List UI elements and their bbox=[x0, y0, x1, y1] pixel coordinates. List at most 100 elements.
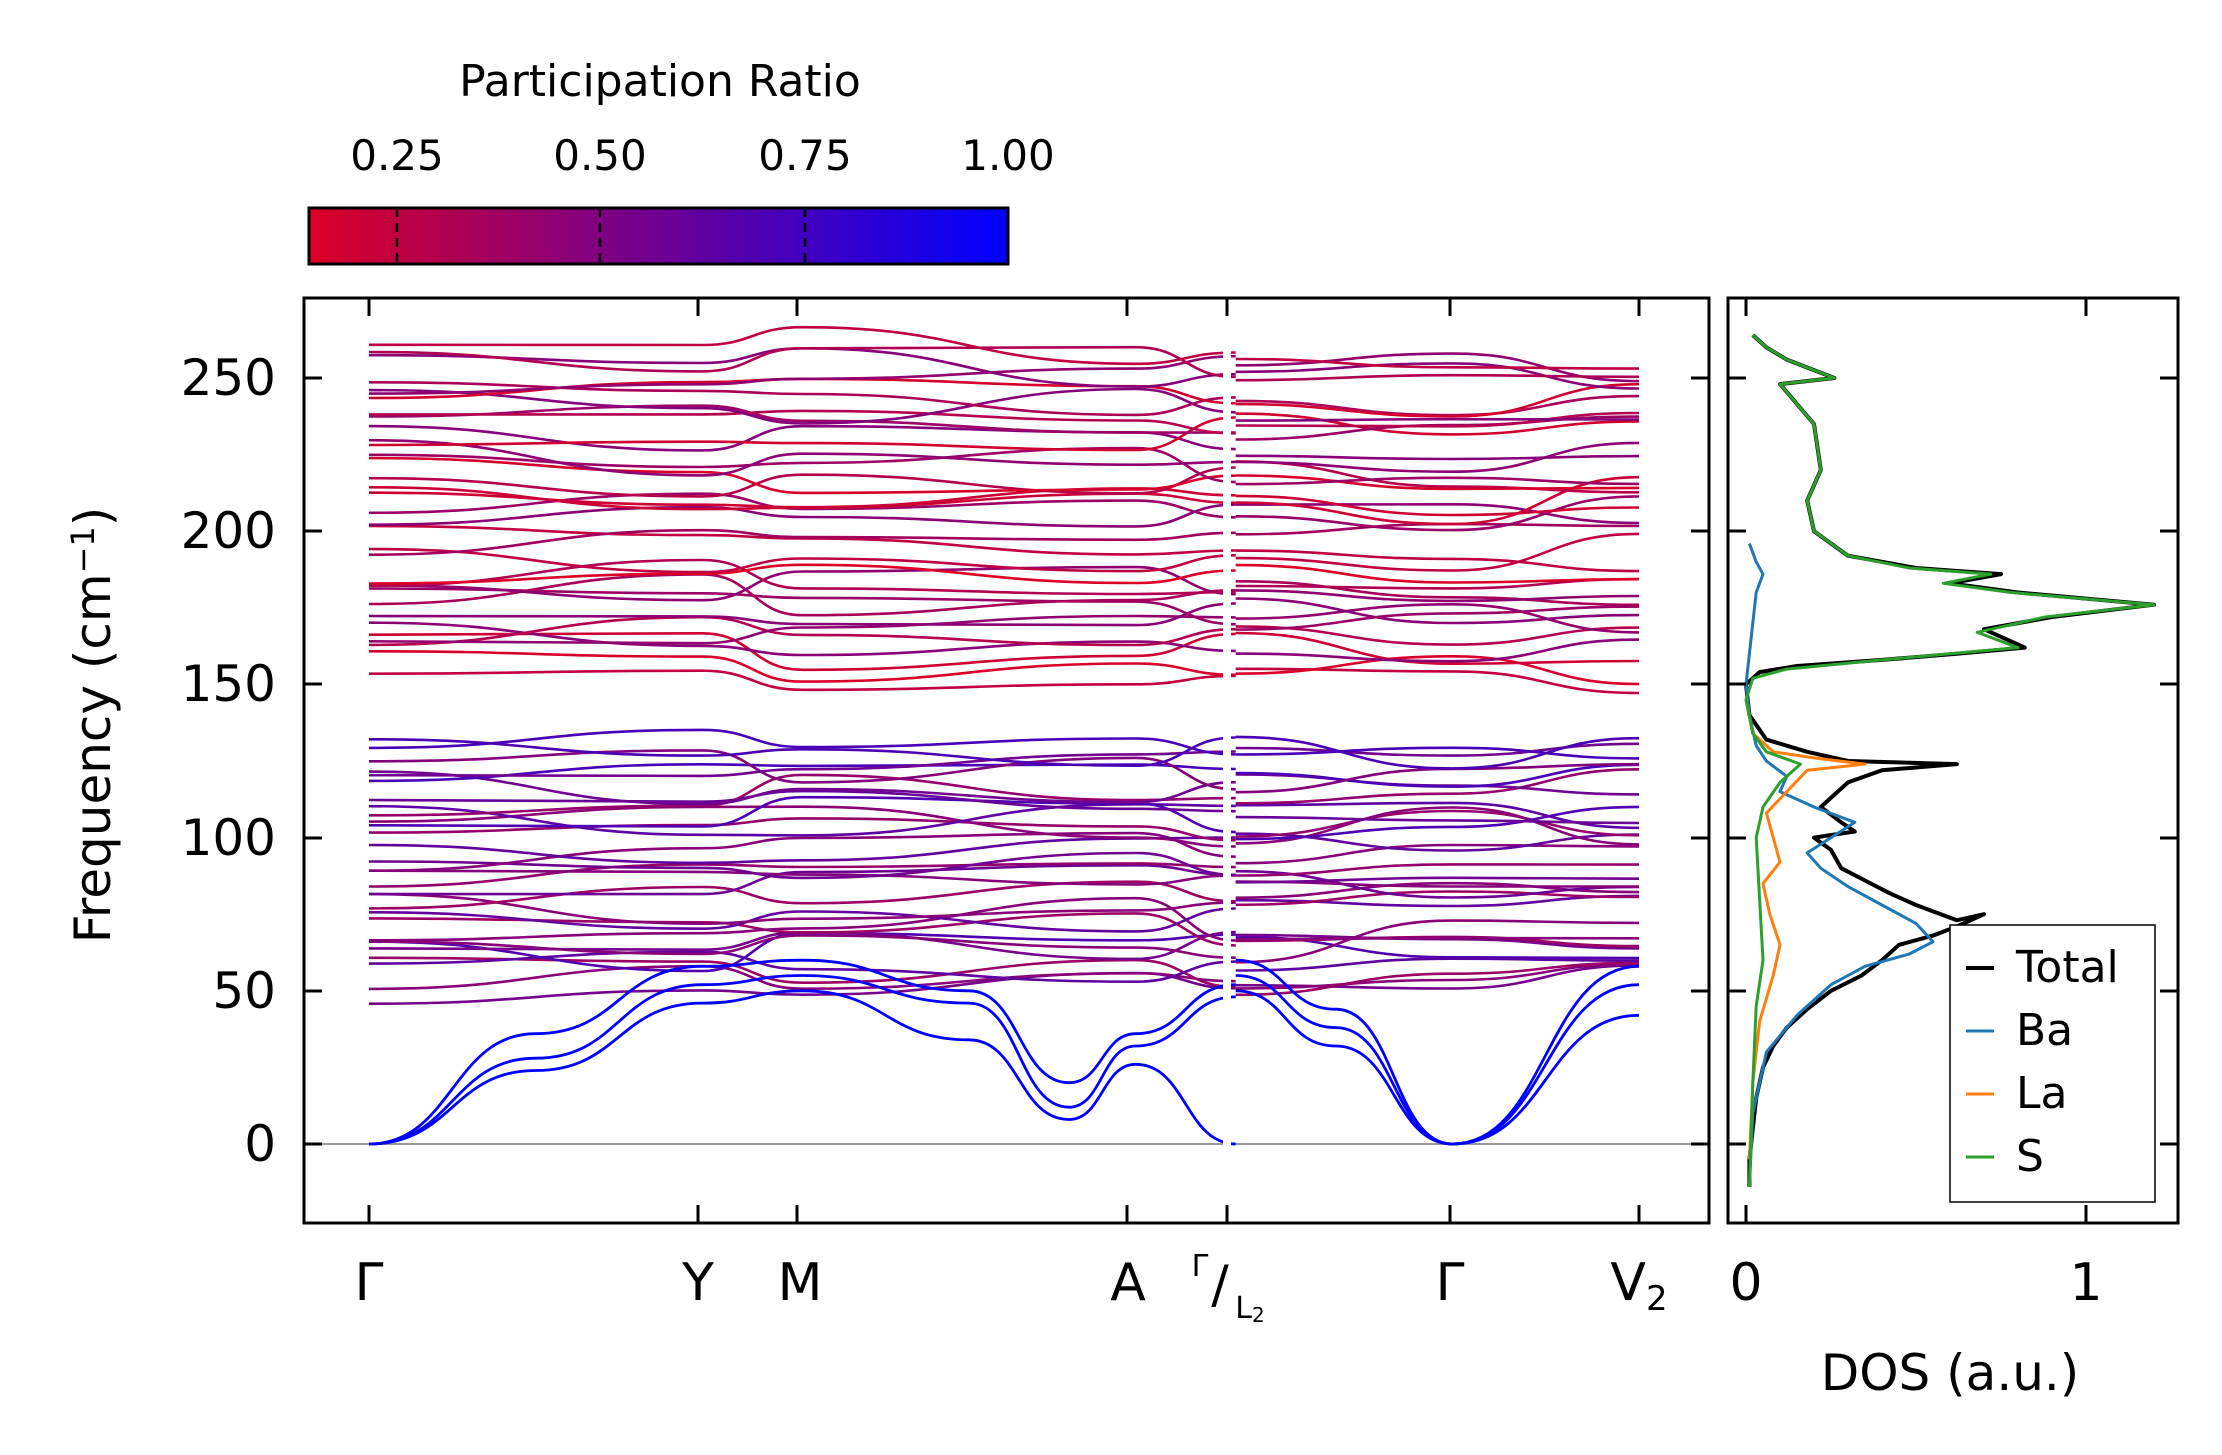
colorbar-tick-label: 0.25 bbox=[350, 131, 444, 180]
y-tick-label: 0 bbox=[244, 1115, 276, 1173]
legend-label-ba: Ba bbox=[2016, 1005, 2073, 1056]
optical-band bbox=[368, 565, 1236, 602]
optical-band bbox=[368, 587, 1236, 626]
optical-band bbox=[1235, 919, 1640, 964]
optical-band bbox=[368, 602, 1236, 627]
optical-band bbox=[368, 964, 1236, 991]
optical-band bbox=[368, 573, 1236, 617]
optical-band bbox=[1235, 589, 1640, 603]
optical-band bbox=[1235, 549, 1640, 573]
optical-band bbox=[1235, 773, 1640, 796]
optical-band bbox=[368, 404, 1236, 434]
optical-band bbox=[368, 424, 1236, 452]
dos-y-ticks bbox=[1728, 376, 2178, 1146]
y-tick-label: 150 bbox=[181, 655, 276, 713]
x-tick-label: M bbox=[778, 1253, 823, 1313]
optical-band bbox=[368, 631, 1236, 672]
optical-band bbox=[1235, 357, 1640, 370]
optical-band bbox=[1235, 654, 1640, 686]
optical-band bbox=[1235, 382, 1640, 418]
optical-band bbox=[1235, 476, 1640, 486]
dos-panel: 0 1 DOS (a.u.) Total Ba La S bbox=[1726, 296, 2180, 1402]
x-tick-label: A bbox=[1110, 1253, 1146, 1313]
optical-band bbox=[1235, 809, 1640, 838]
optical-band bbox=[368, 892, 1236, 926]
legend-label-la: La bbox=[2016, 1068, 2067, 1119]
optical-band bbox=[1235, 936, 1640, 941]
x-tick-label-break-bottom: L2 bbox=[1235, 1291, 1264, 1327]
y-tick-label: 50 bbox=[212, 962, 276, 1020]
optical-band bbox=[1235, 962, 1640, 990]
optical-band bbox=[1235, 495, 1640, 532]
optical-band bbox=[368, 650, 1236, 683]
optical-band bbox=[368, 750, 1236, 778]
dos-series-la bbox=[1744, 699, 1867, 1160]
optical-band bbox=[1235, 577, 1640, 590]
optical-band bbox=[1235, 843, 1640, 865]
optical-band bbox=[368, 547, 1236, 574]
colorbar: Participation Ratio 0.25 0.50 0.75 1.00 bbox=[307, 56, 1055, 266]
optical-band bbox=[368, 773, 1236, 817]
optical-band bbox=[1235, 638, 1640, 663]
band-axes-frame bbox=[302, 296, 1711, 1225]
acoustic-band bbox=[368, 989, 1236, 1146]
optical-band bbox=[368, 438, 1236, 477]
optical-band bbox=[368, 836, 1236, 865]
y-axis bbox=[304, 376, 1709, 1146]
colorbar-tick-label: 1.00 bbox=[961, 131, 1055, 180]
colorbar-tick-label: 0.75 bbox=[758, 131, 852, 180]
dos-x-ticks bbox=[1744, 298, 2088, 1223]
optical-band bbox=[368, 770, 1236, 806]
optical-band bbox=[1235, 362, 1640, 390]
optical-band bbox=[368, 528, 1236, 556]
optical-band bbox=[1235, 411, 1640, 428]
colorbar-label: Participation Ratio bbox=[459, 56, 861, 107]
optical-band bbox=[368, 669, 1236, 692]
optical-band bbox=[368, 795, 1236, 834]
x-axis bbox=[367, 298, 1641, 1223]
x-tick-label: Y bbox=[681, 1253, 714, 1313]
optical-band bbox=[1235, 494, 1640, 517]
optical-band bbox=[1235, 763, 1640, 788]
dos-x-axis-label: DOS (a.u.) bbox=[1821, 1344, 2080, 1402]
optical-band bbox=[1235, 532, 1640, 572]
optical-band bbox=[368, 851, 1236, 880]
optical-band bbox=[368, 387, 1236, 425]
optical-band bbox=[1235, 890, 1640, 907]
optical-band bbox=[1235, 460, 1640, 494]
optical-band bbox=[1235, 768, 1640, 805]
y-tick-label: 100 bbox=[181, 809, 276, 867]
optical-band bbox=[368, 831, 1236, 872]
optical-band bbox=[1235, 474, 1640, 491]
optical-band bbox=[1235, 417, 1640, 422]
optical-band bbox=[368, 466, 1236, 498]
x-tick-label: V2 bbox=[1610, 1253, 1667, 1319]
optical-band bbox=[368, 862, 1236, 888]
optical-band bbox=[368, 736, 1236, 768]
dos-series-ba bbox=[1744, 542, 1935, 1187]
optical-band bbox=[1235, 869, 1640, 899]
optical-band bbox=[368, 354, 1236, 395]
optical-band bbox=[1235, 961, 1640, 997]
optical-band bbox=[1235, 605, 1640, 631]
optical-band bbox=[1235, 957, 1640, 972]
colorbar-tick-label: 0.50 bbox=[553, 131, 647, 180]
x-tick-label-break-top: Γ bbox=[1192, 1249, 1209, 1284]
optical-band bbox=[368, 863, 1236, 896]
optical-band bbox=[1235, 742, 1640, 757]
acoustic-band bbox=[1235, 989, 1640, 1146]
optical-band bbox=[1235, 563, 1640, 584]
optical-band bbox=[368, 416, 1236, 452]
optical-band bbox=[1235, 863, 1640, 877]
legend-label-total: Total bbox=[2015, 942, 2119, 993]
optical-band bbox=[1235, 454, 1640, 461]
optical-band bbox=[368, 880, 1236, 910]
optical-band bbox=[368, 621, 1236, 657]
x-tick-label: Γ bbox=[355, 1253, 384, 1313]
optical-band bbox=[1235, 580, 1640, 607]
dos-lines bbox=[1744, 333, 2156, 1187]
optical-band bbox=[368, 950, 1236, 984]
acoustic-band bbox=[1235, 958, 1640, 1146]
y-axis-label: Frequency (cm−1) bbox=[64, 507, 122, 944]
